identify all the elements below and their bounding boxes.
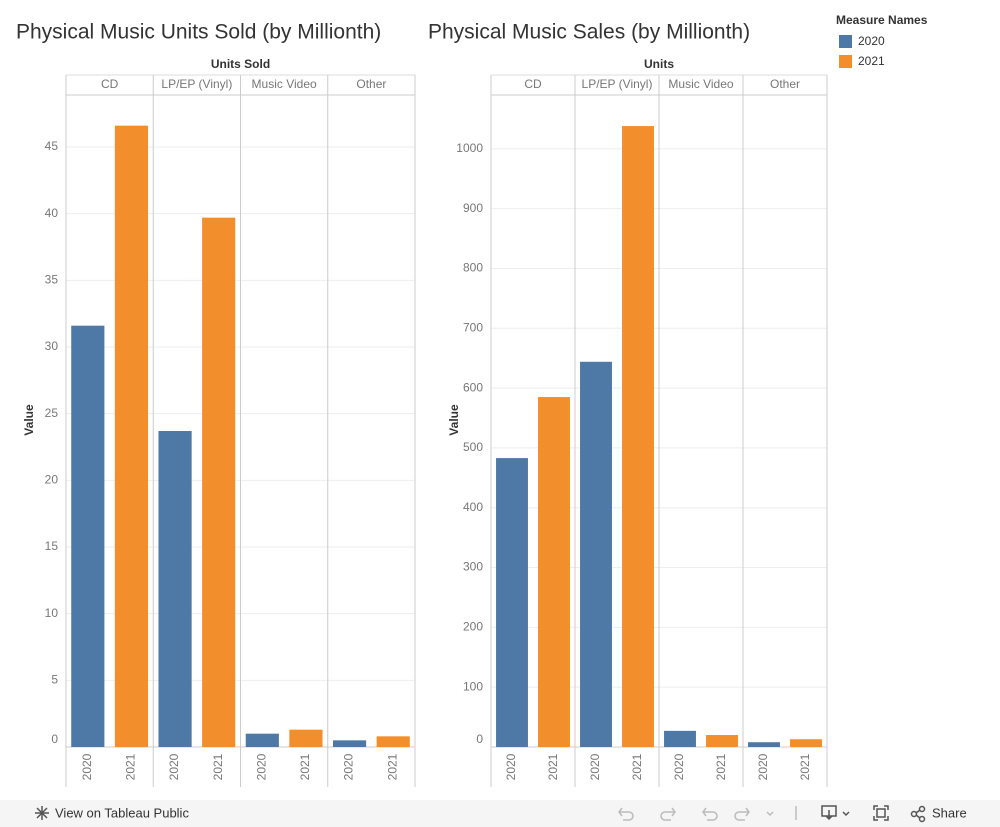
category-header: Other [356,77,386,91]
share-button[interactable]: Share [932,805,967,820]
column-header: Units Sold [211,57,270,71]
x-tick-label: 2021 [298,753,312,780]
category-header: Music Video [668,77,733,91]
y-tick-label: 400 [463,500,483,514]
y-axis-label: Value [22,404,36,436]
bar [376,736,410,747]
x-tick-label: 2020 [504,753,518,780]
y-tick-label: 900 [463,201,483,215]
bar [496,458,528,747]
y-tick-label: 15 [45,539,59,553]
x-tick-label: 2021 [798,753,812,780]
y-axis-label: Value [447,404,461,436]
y-tick-label: 800 [463,261,483,275]
category-header: LP/EP (Vinyl) [161,77,232,91]
x-tick-label: 2021 [546,753,560,780]
y-tick-label: 25 [45,406,59,420]
x-tick-label: 2020 [254,753,268,780]
bar [114,125,149,747]
bar [748,742,780,747]
x-tick-label: 2020 [167,753,181,780]
legend-label: 2021 [858,54,885,68]
bar [538,397,570,747]
legend-title: Measure Names [836,13,928,27]
bar [790,739,822,747]
bar [622,126,654,747]
legend-swatch [839,35,852,48]
bar [706,735,738,747]
x-tick-label: 2020 [80,753,94,780]
bar [332,740,367,747]
bar [289,729,323,747]
y-tick-label: 100 [463,679,483,693]
x-tick-label: 2021 [124,753,138,780]
y-tick-label: 30 [45,339,59,353]
legend-label: 2020 [858,34,885,48]
legend-swatch [839,55,852,68]
y-tick-label: 10 [45,606,59,620]
x-tick-label: 2021 [211,753,225,780]
view-link[interactable]: View on Tableau Public [55,805,189,820]
y-tick-label: 35 [45,273,59,287]
y-tick-label: 1000 [456,141,483,155]
y-tick-label: 200 [463,620,483,634]
chart-title: Physical Music Sales (by Millionth) [428,21,750,44]
bar [245,733,279,747]
y-tick-label: 0 [51,732,58,746]
x-tick-label: 2021 [714,753,728,780]
x-tick-label: 2020 [342,753,356,780]
category-header: Music Video [252,77,317,91]
toolbar-icons [618,806,797,821]
x-tick-label: 2020 [588,753,602,780]
category-header: CD [101,77,119,91]
x-tick-label: 2020 [672,753,686,780]
bar [580,361,612,747]
y-tick-label: 500 [463,440,483,454]
toolbar [0,800,1000,827]
bar [664,730,696,747]
y-tick-label: 300 [463,560,483,574]
x-tick-label: 2020 [756,753,770,780]
bar [202,217,236,747]
category-header: Other [770,77,800,91]
y-tick-label: 40 [45,206,59,220]
x-tick-label: 2021 [630,753,644,780]
y-tick-label: 700 [463,320,483,334]
y-tick-label: 45 [45,139,59,153]
x-tick-label: 2021 [385,753,399,780]
category-header: LP/EP (Vinyl) [582,77,653,91]
bar [158,431,192,747]
y-tick-label: 5 [51,673,58,687]
category-header: CD [524,77,542,91]
chart-title: Physical Music Units Sold (by Millionth) [16,21,381,44]
bar [71,325,105,747]
y-tick-label: 20 [45,473,59,487]
y-tick-label: 600 [463,380,483,394]
column-header: Units [644,57,674,71]
toolbar-icons-dark[interactable] [821,805,926,823]
y-tick-label: 0 [476,732,483,746]
tableau-icon [35,806,49,820]
